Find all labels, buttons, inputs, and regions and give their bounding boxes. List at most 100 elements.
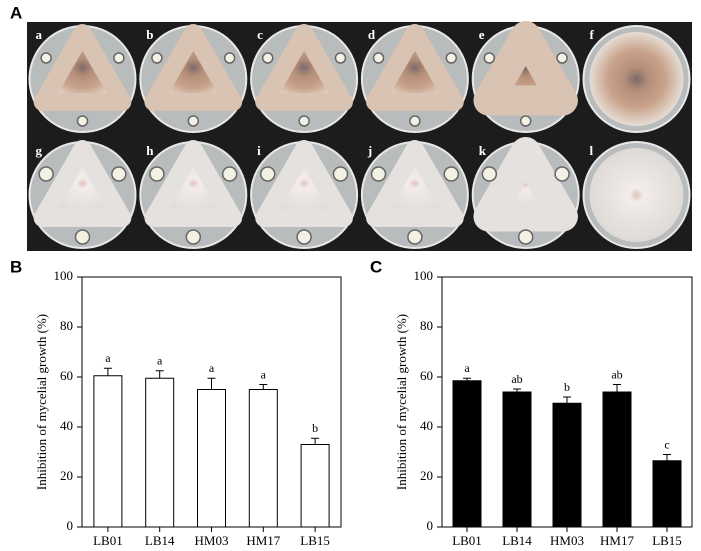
significance-letter: a xyxy=(157,354,163,368)
x-tick-label: LB14 xyxy=(145,533,175,548)
antagonist-plug xyxy=(519,115,532,127)
significance-letter: a xyxy=(261,367,267,381)
colony xyxy=(33,24,132,111)
y-tick-label: 60 xyxy=(60,368,73,383)
antagonist-plug xyxy=(298,115,310,127)
bar xyxy=(300,444,330,528)
antagonist-plug xyxy=(556,52,568,64)
antagonist-plug xyxy=(554,166,570,182)
antagonist-plug xyxy=(370,166,387,182)
plate-label: e xyxy=(479,27,485,42)
antagonist-plug xyxy=(443,166,460,182)
x-tick-label: LB01 xyxy=(93,533,123,548)
panel-label: A xyxy=(10,3,22,22)
significance-letter: ab xyxy=(611,367,622,381)
significance-letter: a xyxy=(464,361,470,375)
error-bar xyxy=(613,384,621,392)
colony xyxy=(144,140,243,227)
error-bar xyxy=(513,388,521,392)
antagonist-plug xyxy=(483,52,496,64)
error-bar xyxy=(463,377,471,381)
bar xyxy=(145,377,175,528)
x-tick-label: LB14 xyxy=(502,533,532,548)
plate-label: f xyxy=(590,27,595,42)
antagonist-plug xyxy=(223,52,236,64)
antagonist-plug xyxy=(261,52,274,64)
plate-label: a xyxy=(36,27,43,42)
bar xyxy=(452,380,482,528)
colony xyxy=(144,24,243,111)
error-bar xyxy=(103,367,112,376)
antagonist-plug xyxy=(187,115,200,127)
error-bar xyxy=(207,377,216,390)
antagonist-plug xyxy=(259,166,276,182)
x-tick-label: HM03 xyxy=(550,533,584,548)
y-tick-label: 80 xyxy=(60,318,73,333)
plate-label: i xyxy=(257,143,261,158)
y-tick-label: 20 xyxy=(420,468,433,483)
colony xyxy=(473,137,578,232)
antagonist-plug xyxy=(40,52,52,64)
antagonist-plug xyxy=(113,52,125,64)
plate-label: g xyxy=(36,143,43,158)
antagonist-plug xyxy=(74,229,91,245)
plate-label: k xyxy=(479,143,487,158)
antagonist-plug xyxy=(151,52,163,64)
plate-label: l xyxy=(590,143,594,158)
antagonist-plug xyxy=(407,229,423,245)
y-tick-label: 40 xyxy=(420,418,433,433)
y-axis-label: Inhibition of mycelial growth (%) xyxy=(394,314,409,490)
colony xyxy=(473,21,578,116)
plate-label: j xyxy=(367,143,372,158)
x-tick-label: HM17 xyxy=(600,533,634,548)
y-tick-label: 0 xyxy=(67,518,74,533)
antagonist-plug xyxy=(296,229,312,245)
colony xyxy=(255,140,353,227)
significance-letter: b xyxy=(564,380,570,394)
colony xyxy=(255,24,353,111)
bar xyxy=(93,375,123,528)
colony xyxy=(589,148,684,242)
antagonist-plug xyxy=(372,52,385,64)
antagonist-plug xyxy=(38,166,54,182)
y-tick-label: 20 xyxy=(60,468,73,483)
antagonist-plug xyxy=(111,166,127,182)
photo-background xyxy=(27,22,692,251)
plate-label: c xyxy=(257,27,263,42)
antagonist-plug xyxy=(221,166,238,182)
antagonist-plug xyxy=(517,229,534,245)
antagonist-plug xyxy=(185,229,202,245)
x-tick-label: LB15 xyxy=(300,533,330,548)
y-tick-label: 60 xyxy=(420,368,433,383)
plate-label: b xyxy=(146,27,153,42)
antagonist-plug xyxy=(334,52,347,64)
colony xyxy=(366,140,464,227)
antagonist-plug xyxy=(149,166,165,182)
significance-letter: b xyxy=(312,421,318,435)
y-tick-label: 0 xyxy=(427,518,434,533)
antagonist-plug xyxy=(481,166,498,182)
panel-label: C xyxy=(370,257,382,276)
y-axis-label: Inhibition of mycelial growth (%) xyxy=(34,314,49,490)
y-tick-label: 40 xyxy=(60,418,73,433)
error-bar xyxy=(155,370,164,379)
error-bar xyxy=(663,454,671,461)
x-tick-label: HM17 xyxy=(246,533,280,548)
panel-label: B xyxy=(10,257,22,276)
antagonist-plug xyxy=(76,115,89,127)
error-bar xyxy=(311,437,320,445)
error-bar xyxy=(563,396,571,404)
x-tick-label: HM03 xyxy=(195,533,229,548)
colony xyxy=(366,24,464,111)
significance-letter: ab xyxy=(511,372,522,386)
plate-label: h xyxy=(146,143,154,158)
y-tick-label: 100 xyxy=(54,268,74,283)
y-tick-label: 100 xyxy=(414,268,434,283)
error-bar xyxy=(259,384,268,390)
significance-letter: a xyxy=(209,361,215,375)
bar xyxy=(652,460,682,528)
significance-letter: a xyxy=(105,351,111,365)
bar xyxy=(502,391,532,528)
bar xyxy=(602,391,632,528)
